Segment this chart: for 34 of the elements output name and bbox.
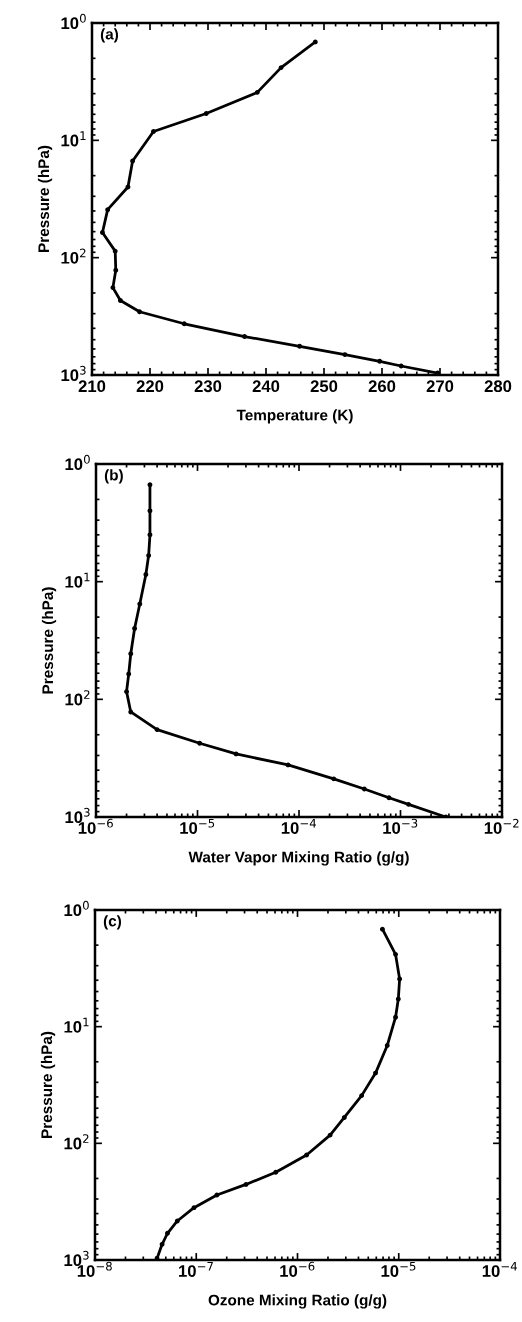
x-tick-label: 10$^{−6}$	[280, 1261, 315, 1277]
x-axis-title: Ozone Mixing Ratio (g/g)	[208, 1294, 387, 1309]
y-tick-label: 10$^{2}$	[61, 248, 86, 264]
x-tick-label: 260	[368, 380, 396, 393]
x-tick-label: 10$^{−3}$	[383, 818, 418, 834]
x-tick-label: 10$^{−2}$	[484, 818, 519, 834]
x-tick-label: 280	[484, 380, 512, 393]
x-tick-label: 210	[78, 380, 106, 393]
x-tick-label: 220	[136, 380, 164, 393]
x-tick-label: 10$^{−4}$	[281, 818, 316, 834]
y-tick-label: 10$^{1}$	[61, 131, 86, 147]
y-tick-label: 10$^{0}$	[61, 13, 86, 30]
y-tick-label: 10$^{0}$	[65, 454, 90, 471]
x-tick-label: 240	[252, 380, 280, 393]
y-tick-label: 10$^{2}$	[65, 690, 90, 706]
annotation: (c)	[103, 915, 122, 930]
y-tick-label: 10$^{2}$	[64, 1134, 89, 1150]
x-tick-label: 10$^{−5}$	[381, 1261, 416, 1277]
y-tick-label: 10$^{1}$	[64, 1017, 89, 1033]
x-axis-title: Temperature (K)	[236, 409, 353, 424]
x-tick-label: 10$^{−5}$	[180, 818, 215, 834]
x-tick-label: 230	[194, 380, 222, 393]
y-axis-title: Pressure (hPa)	[37, 145, 53, 252]
x-tick-label: 10$^{−4}$	[482, 1261, 517, 1277]
annotation: (a)	[100, 28, 119, 43]
y-tick-label: 10$^{1}$	[65, 572, 90, 588]
y-tick-label: 10$^{0}$	[64, 900, 89, 917]
x-tick-label: 270	[426, 380, 454, 393]
x-tick-label: 250	[310, 380, 338, 393]
y-axis-title: Pressure (hPa)	[41, 587, 57, 694]
x-tick-label: 10$^{−7}$	[179, 1261, 213, 1277]
y-axis-title: Pressure (hPa)	[40, 1031, 56, 1138]
x-axis-title: Water Vapor Mixing Ratio (g/g)	[188, 851, 409, 866]
annotation: (b)	[104, 469, 123, 484]
